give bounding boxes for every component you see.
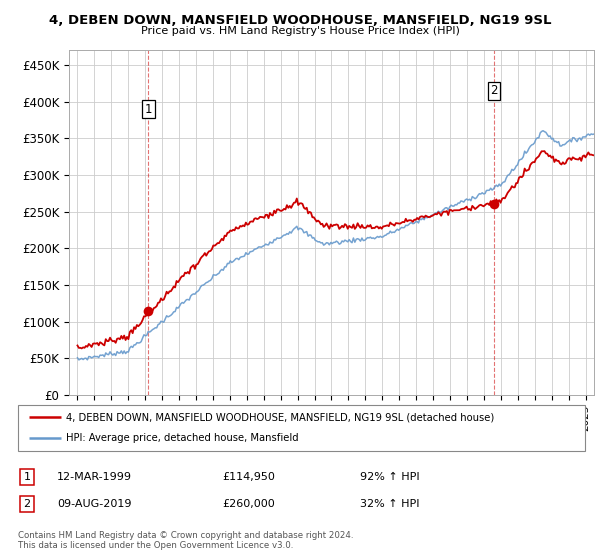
Text: Contains HM Land Registry data © Crown copyright and database right 2024.
This d: Contains HM Land Registry data © Crown c… <box>18 531 353 550</box>
Text: 4, DEBEN DOWN, MANSFIELD WOODHOUSE, MANSFIELD, NG19 9SL (detached house): 4, DEBEN DOWN, MANSFIELD WOODHOUSE, MANS… <box>66 412 494 422</box>
Text: 1: 1 <box>145 102 152 115</box>
Text: £114,950: £114,950 <box>222 472 275 482</box>
Text: Price paid vs. HM Land Registry's House Price Index (HPI): Price paid vs. HM Land Registry's House … <box>140 26 460 36</box>
Text: 09-AUG-2019: 09-AUG-2019 <box>57 499 131 509</box>
Text: HPI: Average price, detached house, Mansfield: HPI: Average price, detached house, Mans… <box>66 433 299 444</box>
Text: 1: 1 <box>23 472 31 482</box>
Text: 4, DEBEN DOWN, MANSFIELD WOODHOUSE, MANSFIELD, NG19 9SL: 4, DEBEN DOWN, MANSFIELD WOODHOUSE, MANS… <box>49 14 551 27</box>
Text: 12-MAR-1999: 12-MAR-1999 <box>57 472 132 482</box>
Text: 32% ↑ HPI: 32% ↑ HPI <box>360 499 419 509</box>
Text: 2: 2 <box>23 499 31 509</box>
Text: 2: 2 <box>490 84 498 97</box>
Text: £260,000: £260,000 <box>222 499 275 509</box>
Text: 92% ↑ HPI: 92% ↑ HPI <box>360 472 419 482</box>
FancyBboxPatch shape <box>18 405 585 451</box>
